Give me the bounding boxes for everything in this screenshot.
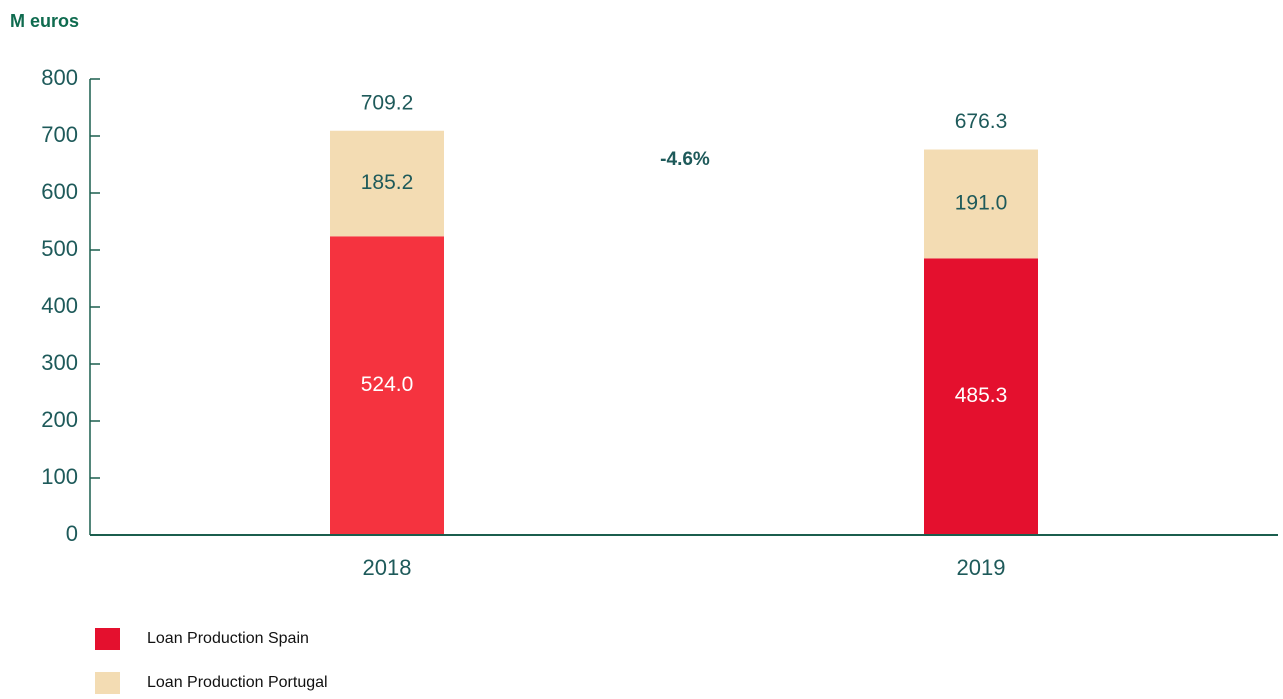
value-label: 524.0 — [361, 373, 414, 396]
x-tick-label: 2018 — [363, 555, 412, 580]
y-tick-label: 500 — [41, 236, 78, 261]
value-label: 485.3 — [955, 384, 1008, 407]
bar-segment — [330, 236, 444, 535]
value-label: 191.0 — [955, 191, 1008, 214]
bar-segment — [924, 149, 1038, 259]
y-tick-label: 0 — [66, 521, 78, 546]
y-tick-label: 600 — [41, 179, 78, 204]
x-tick-label: 2019 — [957, 555, 1006, 580]
value-label: 185.2 — [361, 171, 414, 194]
y-tick-label: 400 — [41, 293, 78, 318]
annotation: -4.6% — [660, 149, 710, 170]
y-tick-label: 800 — [41, 65, 78, 90]
total-label: 676.3 — [955, 110, 1008, 133]
bar-segment — [330, 130, 444, 237]
y-tick-label: 200 — [41, 407, 78, 432]
legend-label: Loan Production Portugal — [147, 674, 328, 691]
legend-label: Loan Production Spain — [147, 630, 309, 647]
legend-swatch — [95, 672, 120, 694]
y-tick-label: 700 — [41, 122, 78, 147]
y-tick-label: 300 — [41, 350, 78, 375]
y-tick-label: 100 — [41, 464, 78, 489]
chart-title: M euros — [10, 11, 79, 31]
bar-segment — [924, 258, 1038, 535]
total-label: 709.2 — [361, 91, 414, 114]
legend-swatch — [95, 628, 120, 650]
